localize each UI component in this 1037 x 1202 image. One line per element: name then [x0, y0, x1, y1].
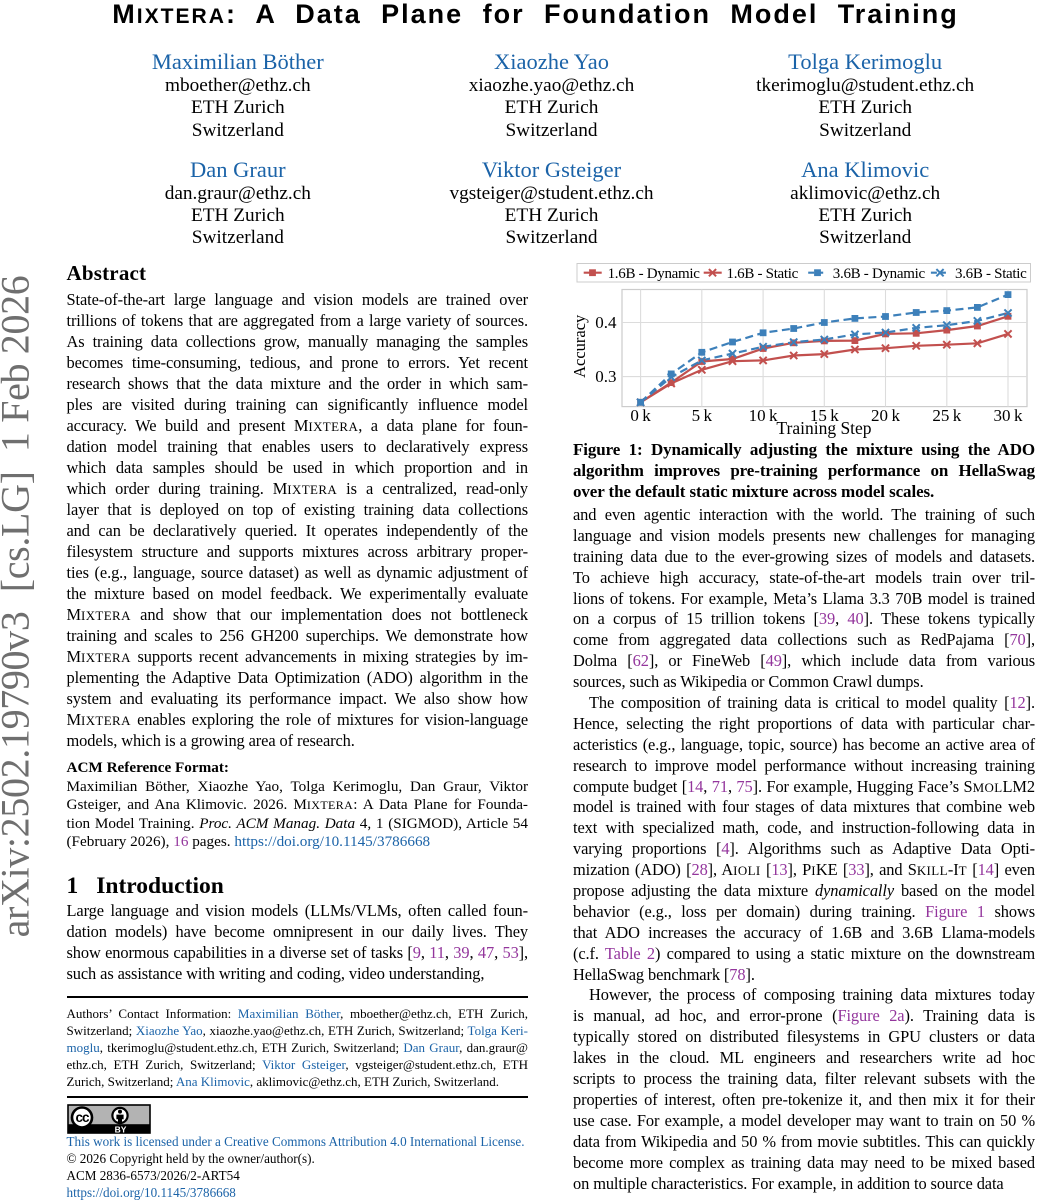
- svg-text:10 k: 10 k: [749, 406, 778, 425]
- svg-text:0 k: 0 k: [630, 406, 651, 425]
- svg-text:3.6B - Static: 3.6B - Static: [955, 266, 1027, 282]
- svg-text:cc: cc: [75, 1110, 90, 1125]
- svg-text:Training Step: Training Step: [776, 418, 871, 438]
- svg-text:1.6B - Static: 1.6B - Static: [727, 266, 799, 282]
- svg-text:20 k: 20 k: [871, 406, 900, 425]
- svg-text:0.4: 0.4: [595, 313, 617, 332]
- svg-text:25 k: 25 k: [932, 406, 961, 425]
- svg-text:Accuracy: Accuracy: [570, 314, 589, 378]
- svg-text:5 k: 5 k: [692, 406, 713, 425]
- svg-text:30 k: 30 k: [994, 406, 1023, 425]
- svg-text:3.6B - Dynamic: 3.6B - Dynamic: [833, 266, 926, 282]
- svg-text:15 k: 15 k: [810, 406, 839, 425]
- svg-text:BY: BY: [115, 1124, 127, 1133]
- svg-text:1.6B - Dynamic: 1.6B - Dynamic: [608, 266, 701, 282]
- svg-text:0.3: 0.3: [595, 367, 616, 386]
